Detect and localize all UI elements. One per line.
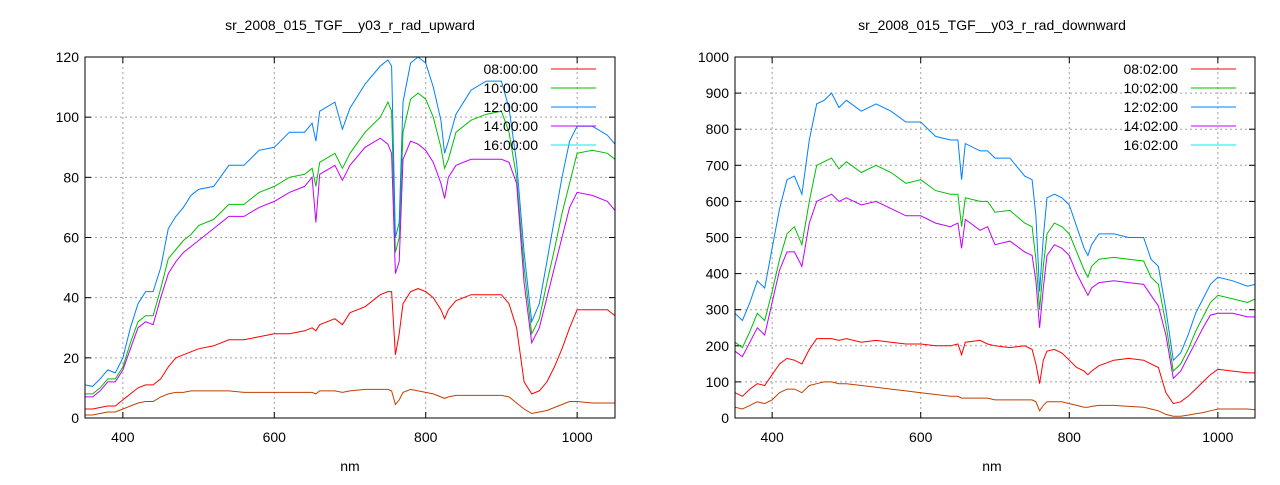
x-tick-label: 800	[1058, 429, 1082, 445]
y-tick-label: 100	[56, 109, 80, 125]
legend-label: 14:00:00	[484, 118, 539, 134]
y-tick-label: 300	[706, 302, 730, 318]
y-tick-label: 600	[706, 193, 730, 209]
legend-label: 08:02:00	[1124, 61, 1179, 77]
legend-label: 10:00:00	[484, 80, 539, 96]
y-tick-label: 700	[706, 157, 730, 173]
y-tick-label: 900	[706, 85, 730, 101]
legend-label: 16:02:00	[1124, 137, 1179, 153]
y-tick-label: 120	[56, 49, 80, 65]
y-tick-label: 0	[71, 410, 79, 426]
series-line-14-02-00	[735, 193, 1255, 380]
x-tick-label: 600	[909, 429, 933, 445]
y-tick-label: 0	[721, 410, 729, 426]
x-axis-label: nm	[982, 458, 1001, 474]
plot-frame	[734, 56, 1256, 419]
chart-upward: sr_2008_015_TGF__y03_r_rad_upward nm 400…	[56, 17, 616, 474]
legend-label: 12:02:00	[1124, 99, 1179, 115]
legend-label: 14:02:00	[1124, 118, 1179, 134]
y-tick-label: 40	[63, 290, 79, 306]
series-line-14-00-00	[85, 137, 615, 398]
y-tick-label: 80	[63, 169, 79, 185]
chart-title: sr_2008_015_TGF__y03_r_rad_downward	[858, 17, 1126, 33]
series-line-12-02-00	[735, 92, 1255, 362]
chart-title: sr_2008_015_TGF__y03_r_rad_upward	[225, 17, 475, 33]
x-tick-label: 1000	[562, 429, 593, 445]
series-line-12-00-00	[85, 57, 615, 387]
x-tick-label: 800	[414, 429, 438, 445]
x-tick-label: 400	[760, 429, 784, 445]
legend-label: 08:00:00	[484, 61, 539, 77]
x-tick-label: 400	[111, 429, 135, 445]
x-axis-label: nm	[340, 458, 359, 474]
y-tick-label: 800	[706, 121, 730, 137]
y-tick-label: 400	[706, 266, 730, 282]
series-line-08-00-00	[85, 288, 615, 410]
legend-label: 10:02:00	[1124, 80, 1179, 96]
series-line-08-02-00	[735, 338, 1255, 405]
legend-label: 16:00:00	[484, 137, 539, 153]
y-tick-label: 1000	[698, 49, 729, 65]
plot-frame	[84, 56, 616, 419]
chart-downward: sr_2008_015_TGF__y03_r_rad_downward nm 4…	[698, 17, 1256, 474]
y-tick-label: 60	[63, 230, 79, 246]
y-tick-label: 20	[63, 350, 79, 366]
series-line-10-02-00	[735, 157, 1255, 373]
x-tick-label: 1000	[1202, 429, 1233, 445]
x-tick-label: 600	[263, 429, 287, 445]
y-tick-label: 500	[706, 230, 730, 246]
series-line-16-00-00	[85, 388, 615, 416]
y-tick-label: 100	[706, 374, 730, 390]
series-line-16-02-00	[735, 381, 1255, 417]
y-tick-label: 200	[706, 338, 730, 354]
series-line-10-00-00	[85, 92, 615, 395]
legend-label: 12:00:00	[484, 99, 539, 115]
